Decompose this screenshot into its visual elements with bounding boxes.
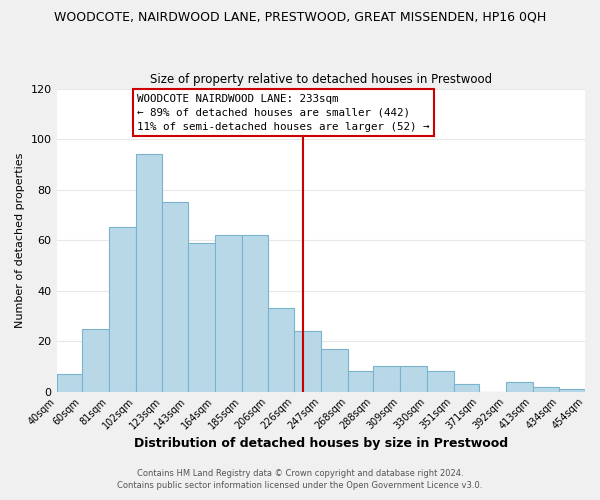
Y-axis label: Number of detached properties: Number of detached properties (15, 152, 25, 328)
Bar (347, 372, 373, 392)
Bar (533, 386, 559, 392)
Bar (400, 366, 427, 392)
Bar (454, 384, 479, 392)
Bar (82, 328, 109, 392)
Bar (136, 154, 163, 392)
Bar (56, 374, 82, 392)
Bar (373, 366, 400, 392)
Bar (188, 242, 215, 392)
Text: WOODCOTE NAIRDWOOD LANE: 233sqm
← 89% of detached houses are smaller (442)
11% o: WOODCOTE NAIRDWOOD LANE: 233sqm ← 89% of… (137, 94, 430, 132)
Bar (559, 389, 585, 392)
Bar (215, 235, 242, 392)
X-axis label: Distribution of detached houses by size in Prestwood: Distribution of detached houses by size … (134, 437, 508, 450)
Bar (109, 228, 136, 392)
Bar (268, 308, 294, 392)
Bar (294, 331, 321, 392)
Bar (163, 202, 188, 392)
Bar (321, 348, 347, 392)
Text: Contains HM Land Registry data © Crown copyright and database right 2024.
Contai: Contains HM Land Registry data © Crown c… (118, 468, 482, 490)
Text: WOODCOTE, NAIRDWOOD LANE, PRESTWOOD, GREAT MISSENDEN, HP16 0QH: WOODCOTE, NAIRDWOOD LANE, PRESTWOOD, GRE… (54, 10, 546, 23)
Bar (427, 372, 454, 392)
Bar (506, 382, 533, 392)
Bar (242, 235, 268, 392)
Title: Size of property relative to detached houses in Prestwood: Size of property relative to detached ho… (150, 73, 492, 86)
